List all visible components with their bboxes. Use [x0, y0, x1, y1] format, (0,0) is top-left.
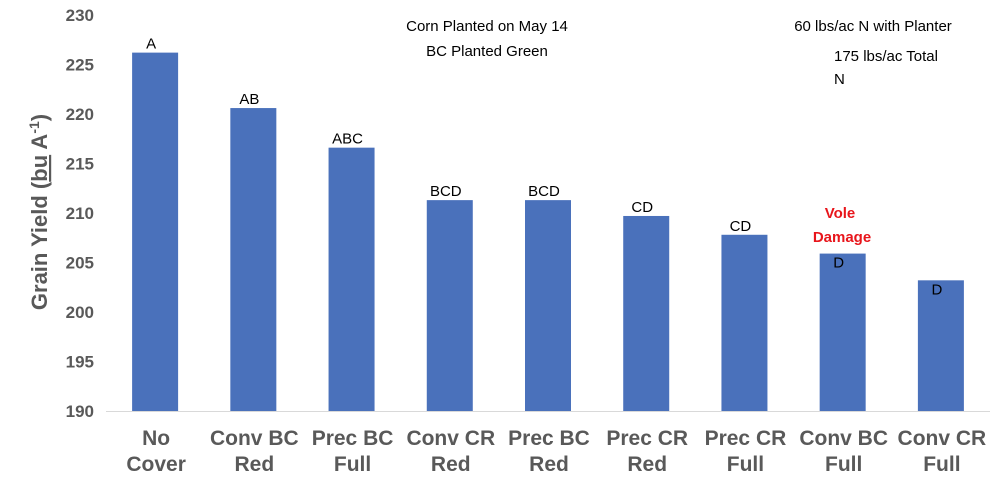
bar	[426, 200, 473, 411]
x-category-label: Conv CR	[898, 427, 987, 450]
bar-data-label: A	[146, 36, 156, 53]
planting-note-line1: Corn Planted on May 14	[406, 18, 568, 35]
nitrogen-total-note-line2: N	[834, 71, 845, 88]
y-tick-label: 190	[66, 402, 94, 421]
x-category-label: Red	[627, 453, 667, 476]
x-category-label: Red	[529, 453, 569, 476]
bar	[917, 280, 964, 411]
bar	[230, 108, 277, 411]
y-tick-label: 200	[66, 303, 94, 322]
x-category-label: Full	[923, 453, 960, 476]
x-category-label: Conv BC	[210, 427, 299, 450]
y-axis-title-unit: bu	[27, 155, 52, 182]
x-category-label: Cover	[126, 453, 186, 476]
x-category-label: Conv CR	[406, 427, 495, 450]
y-axis-title-superscript: -1	[26, 121, 42, 134]
x-category-label: Prec CR	[705, 427, 787, 450]
bar	[819, 253, 866, 411]
x-category-label: Full	[334, 453, 371, 476]
y-axis-title: Grain Yield (bu A-1)	[26, 114, 52, 310]
bar	[328, 147, 375, 411]
vole-damage-label-line1: Vole	[825, 205, 856, 222]
x-category-label: No	[142, 427, 170, 450]
bar-data-label: D	[833, 255, 844, 272]
x-category-label: Prec BC	[312, 427, 394, 450]
bar-data-label: BCD	[528, 183, 560, 200]
planting-note-line2: BC Planted Green	[426, 43, 548, 60]
x-category-label: Full	[825, 453, 862, 476]
y-tick-label: 195	[66, 353, 94, 372]
x-category-label: Full	[727, 453, 764, 476]
x-category-label: Conv BC	[799, 427, 888, 450]
nitrogen-total-note-line1: 175 lbs/ac Total	[834, 48, 938, 65]
bar-data-label: BCD	[430, 183, 462, 200]
x-category-label: Red	[234, 453, 274, 476]
x-category-label: Prec BC	[508, 427, 590, 450]
bar-data-label: CD	[631, 199, 653, 216]
bar	[721, 234, 768, 411]
bar	[132, 52, 179, 412]
bar-data-label: D	[931, 281, 942, 298]
nitrogen-planter-note: 60 lbs/ac N with Planter	[794, 18, 952, 35]
bar-data-label: ABC	[332, 131, 363, 148]
y-tick-label: 205	[66, 254, 94, 273]
bar	[525, 200, 571, 411]
bar-data-label: CD	[730, 218, 752, 235]
y-tick-label: 215	[66, 155, 94, 174]
y-tick-label: 210	[66, 204, 94, 223]
bar-data-label: AB	[239, 91, 259, 108]
y-tick-label: 230	[66, 6, 94, 25]
y-tick-label: 225	[66, 56, 94, 75]
x-category-label: Red	[431, 453, 471, 476]
y-tick-label: 220	[66, 105, 94, 124]
x-category-label: Prec CR	[606, 427, 688, 450]
vole-damage-label-line2: Damage	[813, 229, 871, 246]
bar	[623, 215, 670, 411]
